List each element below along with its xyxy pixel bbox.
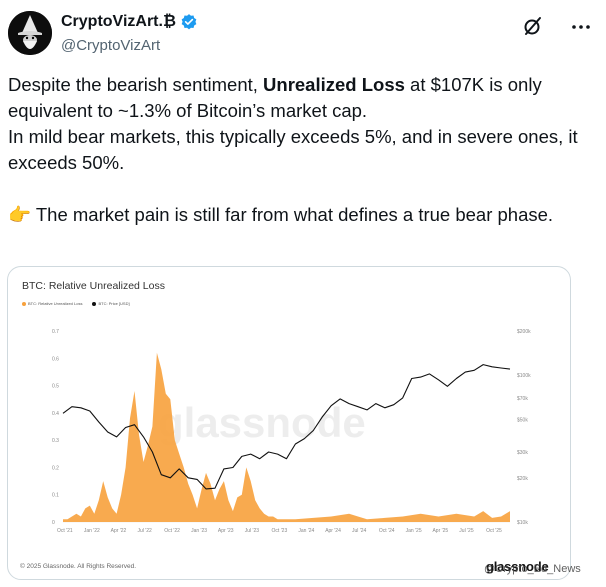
grok-icon[interactable] <box>522 15 544 37</box>
y-left-tick-label: 0 <box>52 520 55 526</box>
tweet-paragraph-1: Despite the bearish sentiment, Unrealize… <box>8 74 542 121</box>
y-right-tick-label: $20k <box>517 476 528 482</box>
y-right-tick-label: $50k <box>517 417 528 423</box>
chart-title: BTC: Relative Unrealized Loss <box>22 280 165 292</box>
x-tick-label: Oct '21 <box>57 528 73 534</box>
avatar[interactable] <box>8 11 52 55</box>
loss-area-series <box>63 352 510 522</box>
overlay-watermark: @Crypto_Ed_News <box>484 563 581 575</box>
y-left-tick-label: 0.6 <box>52 356 59 362</box>
y-right-tick-label: $100k <box>517 373 531 379</box>
y-left-tick-label: 0.2 <box>52 465 59 471</box>
chart-svg: 0 0.1 0.2 0.3 0.4 0.5 0.6 0.7 $10k $20k $30k $50k $7… <box>52 329 531 534</box>
chart-legend: BTC: Relative Unrealized Loss BTC: Price… <box>22 301 130 306</box>
x-tick-label: Jul '24 <box>352 528 367 534</box>
y-left-tick-label: 0.4 <box>52 411 59 417</box>
tweet-paragraph-3: 👉 The market pain is still far from what… <box>8 204 554 225</box>
x-tick-label: Oct '22 <box>164 528 180 534</box>
chart-copyright: © 2025 Glassnode. All Rights Reserved. <box>20 563 137 570</box>
more-options-icon[interactable] <box>570 16 592 38</box>
chart-image[interactable]: 0 0.1 0.2 0.3 0.4 0.5 0.6 0.7 $10k $20k $30k $50k $7… <box>7 266 571 580</box>
legend-item-loss: BTC: Relative Unrealized Loss <box>22 301 82 306</box>
y-left-tick-label: 0.1 <box>52 493 59 499</box>
display-name[interactable]: CryptoVizArt.₿ <box>61 13 198 31</box>
x-tick-label: Apr '24 <box>325 528 341 534</box>
display-name-text[interactable]: CryptoVizArt.₿ <box>61 13 176 30</box>
price-line-series <box>62 364 511 490</box>
x-tick-label: Oct '23 <box>272 528 288 534</box>
y-left-tick-label: 0.3 <box>52 438 59 444</box>
x-tick-label: Oct '24 <box>379 528 395 534</box>
y-left-tick-label: 0.7 <box>52 329 59 335</box>
wizard-avatar-icon <box>8 11 52 55</box>
x-tick-label: Jan '25 <box>406 528 422 534</box>
x-tick-label: Apr '23 <box>218 528 234 534</box>
x-tick-label: Jul '23 <box>245 528 260 534</box>
handle[interactable]: @CryptoVizArt <box>61 37 161 54</box>
chart-watermark: glassnode <box>158 399 366 446</box>
x-tick-label: Jan '23 <box>191 528 207 534</box>
verified-badge-icon <box>181 14 197 30</box>
x-tick-label: Apr '25 <box>432 528 448 534</box>
y-right-tick-label: $30k <box>517 450 528 456</box>
legend-item-price: BTC: Price [USD] <box>92 301 130 306</box>
x-tick-label: Apr '22 <box>111 528 127 534</box>
y-right-tick-label: $200k <box>517 329 531 335</box>
chart-brand-logo: glassnode <box>486 559 549 574</box>
x-tick-label: Jul '25 <box>459 528 474 534</box>
y-right-tick-label: $70k <box>517 396 528 402</box>
y-left-tick-label: 0.5 <box>52 384 59 390</box>
tweet-text: Despite the bearish sentiment, Unrealize… <box>8 72 598 228</box>
x-tick-label: Jan '24 <box>298 528 314 534</box>
x-tick-label: Jan '22 <box>84 528 100 534</box>
x-tick-label: Jul '22 <box>137 528 152 534</box>
tweet-paragraph-2: In mild bear markets, this typically exc… <box>8 126 578 173</box>
x-tick-label: Oct '25 <box>486 528 502 534</box>
y-right-tick-label: $10k <box>517 520 528 526</box>
pointing-hand-emoji-icon: 👉 <box>8 204 32 225</box>
